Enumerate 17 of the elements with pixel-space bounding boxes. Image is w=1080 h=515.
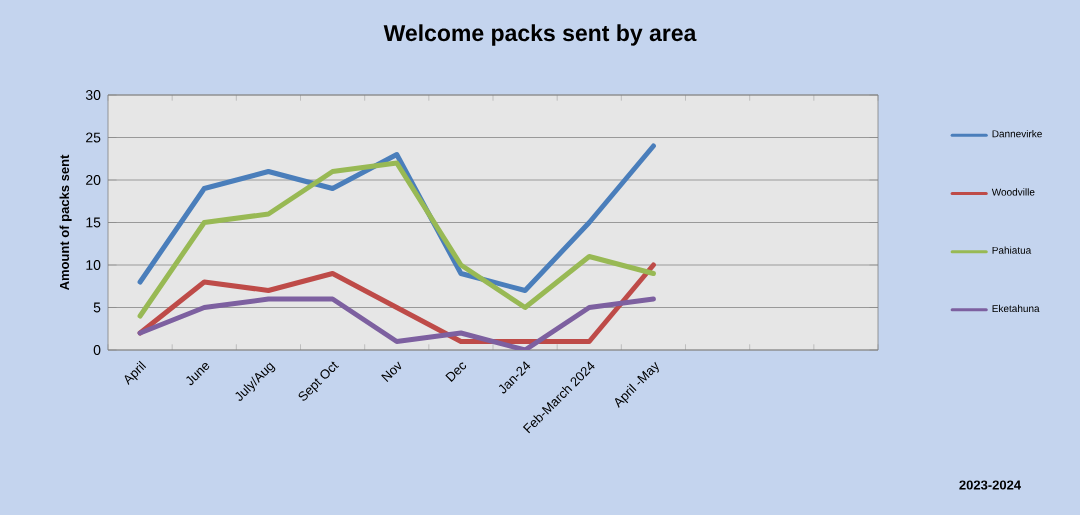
chart-title: Welcome packs sent by area (383, 24, 697, 46)
legend-label: Pahiatua (992, 246, 1032, 254)
y-tick-label: 0 (93, 345, 101, 355)
y-axis-title: Amount of packs sent (59, 154, 72, 291)
legend-label: Woodville (991, 188, 1035, 196)
y-tick-label: 15 (86, 217, 101, 228)
y-tick-label: 5 (93, 302, 101, 313)
legend-label: Dannevirke (992, 130, 1042, 138)
y-tick-label: 25 (86, 132, 101, 143)
x-tick-label: Nov (381, 361, 402, 382)
x-tick-label: June (186, 362, 210, 386)
x-tick-label: Dec (445, 362, 467, 382)
legend-label: Eketahuna (992, 304, 1040, 313)
y-tick-label: 30 (85, 90, 101, 100)
text: 2023-2024 (959, 480, 1021, 490)
y-tick-label: 20 (86, 175, 101, 185)
y-tick-label: 10 (86, 260, 101, 270)
